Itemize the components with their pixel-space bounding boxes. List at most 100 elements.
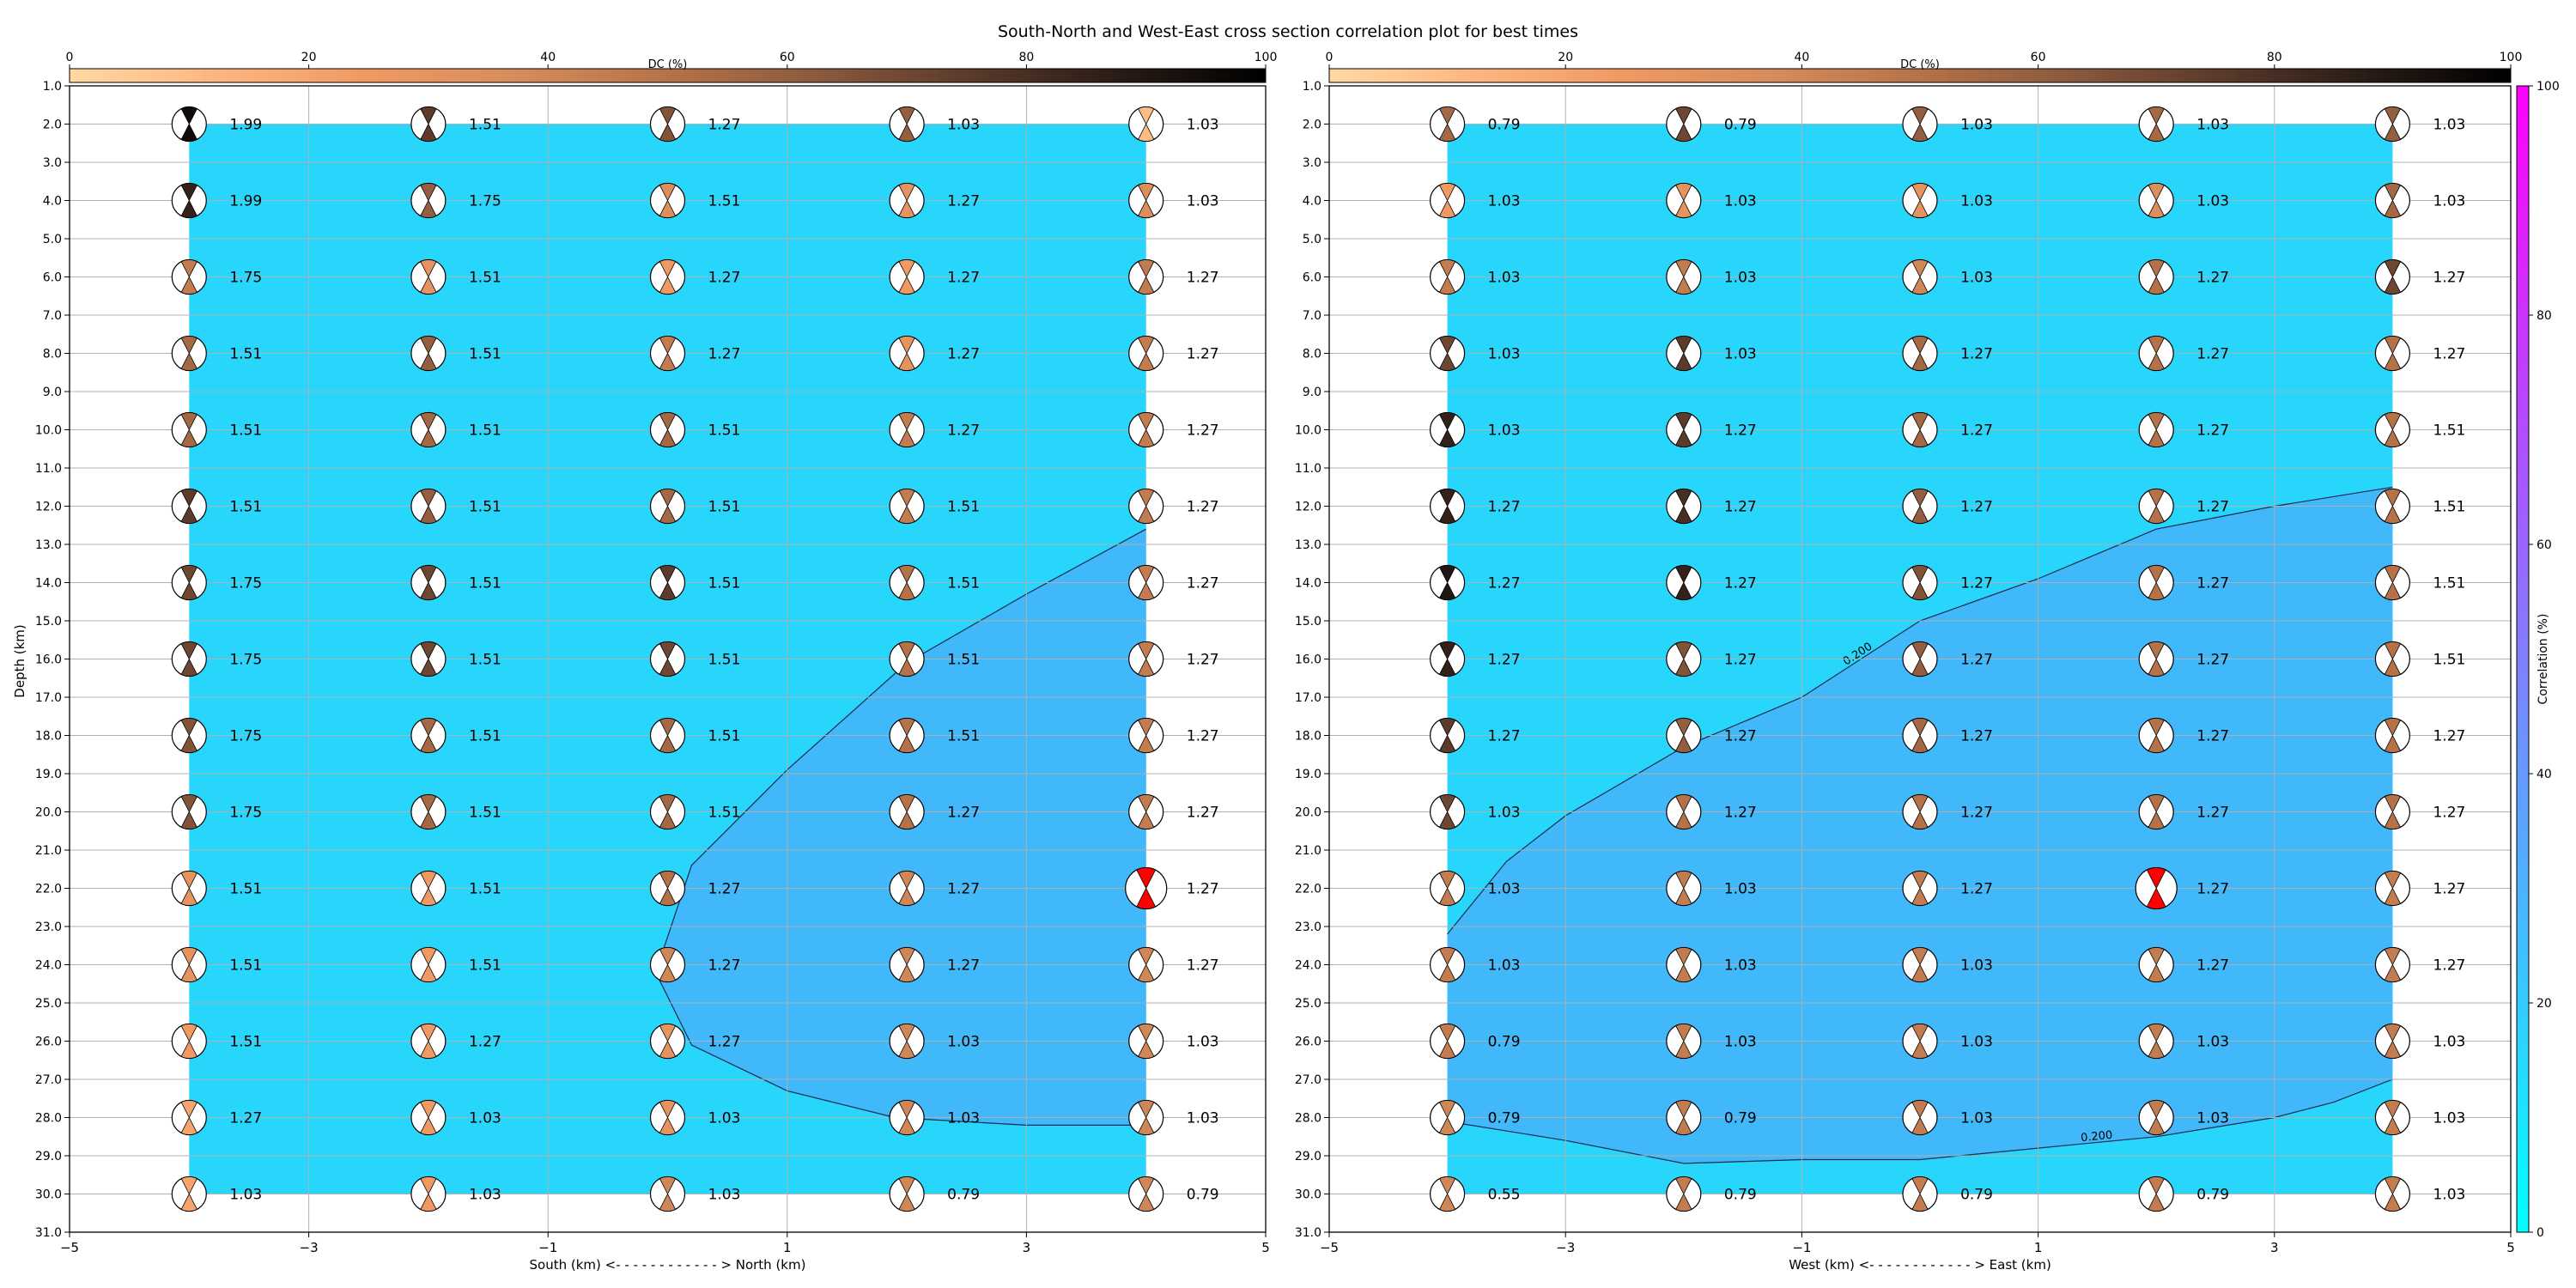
beachball-quadrant: [898, 199, 915, 218]
beachball-quadrant: [420, 1100, 437, 1119]
beachball-quadrant: [1438, 811, 1456, 829]
beachball: [410, 793, 447, 830]
value-label: 1.75: [229, 652, 262, 669]
beachball-quadrant: [180, 947, 197, 966]
value-label: 1.03: [1724, 346, 1757, 363]
beachball-quadrant: [2384, 123, 2402, 142]
beachball-quadrant: [1438, 947, 1456, 966]
value-label: 1.27: [1960, 805, 1993, 822]
beachball-quadrant: [1438, 199, 1456, 218]
beachball-quadrant: [180, 352, 197, 371]
beachball-quadrant: [180, 1193, 197, 1212]
y-tick-label: 22.0: [35, 883, 62, 896]
beachball: [1902, 411, 1938, 448]
value-label: 1.03: [1960, 270, 1993, 287]
y-tick-label: 18.0: [35, 730, 62, 744]
x-axis-label: South (km) <- - - - - - - - - - - - > No…: [530, 1257, 806, 1273]
beachball-quadrant: [420, 641, 437, 660]
beachball: [1666, 564, 1702, 601]
value-label: 1.27: [1187, 957, 1219, 975]
beachball: [1429, 106, 1466, 143]
beachball-quadrant: [1138, 336, 1155, 355]
beachball-quadrant: [2384, 1193, 2402, 1212]
beachball-quadrant: [659, 1193, 677, 1212]
y-tick-label: 9.0: [43, 386, 62, 399]
beachball: [2374, 488, 2410, 525]
beachball: [2138, 335, 2174, 372]
value-label: 1.27: [1187, 270, 1219, 287]
beachball-quadrant: [1911, 947, 1929, 966]
beachball-quadrant: [1438, 871, 1456, 890]
beachball: [1666, 1099, 1702, 1136]
beachball-quadrant: [1911, 123, 1929, 142]
y-tick-label: 16.0: [1295, 653, 1321, 667]
dc-colorbar-label: DC (%): [1900, 58, 1940, 71]
value-label: 1.51: [947, 499, 980, 516]
value-label: 1.51: [229, 957, 262, 975]
beachball: [2374, 1099, 2410, 1136]
beachball-quadrant: [659, 887, 677, 906]
value-label: 1.03: [2196, 117, 2229, 134]
beachball-quadrant: [1911, 887, 1929, 906]
value-label: 1.27: [1724, 499, 1757, 516]
beachball: [889, 1099, 925, 1136]
beachball-quadrant: [1438, 581, 1456, 600]
beachball-quadrant: [420, 199, 437, 218]
x-tick-label: 1: [2034, 1240, 2043, 1255]
beachball: [1902, 641, 1938, 677]
beachball-quadrant: [898, 412, 915, 431]
value-label: 1.51: [469, 881, 501, 898]
beachball-quadrant: [1675, 199, 1692, 218]
beachball-quadrant: [2384, 183, 2402, 202]
beachball-quadrant: [420, 276, 437, 295]
beachball-quadrant: [420, 183, 437, 202]
beachball-quadrant: [420, 565, 437, 584]
y-tick-label: 8.0: [43, 348, 62, 361]
beachball: [649, 106, 686, 143]
y-tick-label: 1.0: [43, 80, 62, 94]
beachball: [889, 411, 925, 448]
value-label: 1.03: [1724, 1034, 1757, 1051]
beachball-quadrant: [420, 1176, 437, 1195]
beachball-quadrant: [180, 1116, 197, 1135]
beachball: [2374, 335, 2410, 372]
beachball-quadrant: [2148, 352, 2165, 371]
beachball-quadrant: [1438, 123, 1456, 142]
beachball-quadrant: [1911, 1193, 1929, 1212]
y-tick-label: 12.0: [1295, 501, 1321, 514]
value-label: 1.27: [2196, 346, 2229, 363]
beachball: [1128, 488, 1164, 525]
value-label: 1.51: [708, 728, 741, 745]
value-label: 1.51: [229, 346, 262, 363]
beachball: [2374, 564, 2410, 601]
beachball-quadrant: [2384, 794, 2402, 813]
beachball-quadrant: [2148, 412, 2165, 431]
beachball-quadrant: [898, 1116, 915, 1135]
beachball-quadrant: [1911, 183, 1929, 202]
beachball-quadrant: [1138, 794, 1155, 813]
beachball-quadrant: [2384, 811, 2402, 829]
value-label: 1.03: [1724, 193, 1757, 210]
beachball: [171, 641, 207, 677]
value-label: 1.03: [947, 117, 980, 134]
y-tick-label: 27.0: [1295, 1073, 1321, 1087]
x-tick-label: 3: [2270, 1240, 2279, 1255]
value-label: 1.27: [1960, 652, 1993, 669]
best-solution-beachball: [2135, 866, 2178, 910]
y-tick-label: 12.0: [35, 501, 62, 514]
y-tick-label: 15.0: [35, 615, 62, 629]
value-label: 1.51: [469, 422, 501, 440]
value-label: 1.27: [2196, 270, 2229, 287]
beachball: [171, 717, 207, 754]
value-label: 1.27: [1724, 422, 1757, 440]
value-label: 1.27: [708, 117, 741, 134]
beachball-quadrant: [898, 794, 915, 813]
y-tick-label: 10.0: [1295, 424, 1321, 438]
beachball-quadrant: [180, 734, 197, 753]
value-label: 1.27: [1187, 422, 1219, 440]
beachball-quadrant: [1675, 489, 1692, 507]
beachball-quadrant: [420, 1193, 437, 1212]
value-label: 1.27: [1488, 728, 1521, 745]
y-tick-label: 23.0: [35, 920, 62, 934]
beachball-quadrant: [1438, 734, 1456, 753]
